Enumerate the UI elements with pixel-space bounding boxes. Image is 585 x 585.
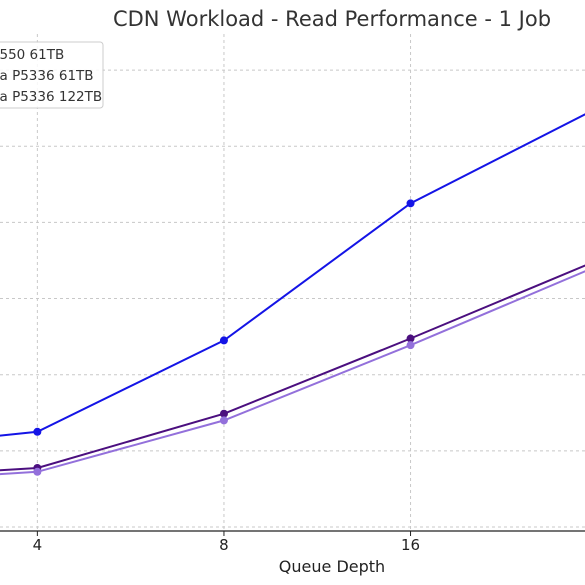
x-tick-label-2: 16	[401, 536, 420, 554]
x-tick-label-0: 4	[33, 536, 43, 554]
legend-label-2: …a P5336 61TB	[0, 68, 94, 84]
legend-label-3: …a P5336 122TB	[0, 89, 102, 105]
x-axis-title: Queue Depth	[279, 557, 385, 576]
legend-box	[0, 41, 104, 109]
series-1-point-1	[33, 427, 42, 436]
legend: …550 61TB …a P5336 61TB …a P5336 122TB	[0, 41, 104, 109]
grid	[0, 34, 585, 531]
chart-title: CDN Workload - Read Performance - 1 Job	[113, 7, 551, 31]
series-2-point-3	[406, 334, 415, 343]
x-tick-label-1: 8	[219, 536, 229, 554]
series-1-point-2	[219, 336, 228, 345]
series-3-point-3	[406, 341, 415, 350]
series-2-line	[0, 264, 585, 472]
series-1-line	[0, 113, 585, 437]
series-layer	[0, 113, 585, 476]
legend-label-1: …550 61TB	[0, 47, 64, 63]
series-1-point-3	[406, 199, 415, 208]
series-1	[0, 113, 585, 437]
series-3-line	[0, 270, 585, 476]
series-3-point-2	[219, 416, 228, 425]
series-3	[0, 270, 585, 476]
series-3-point-1	[33, 467, 42, 476]
x-ticks: 4 8 16	[33, 531, 420, 554]
series-2-point-2	[219, 409, 228, 418]
